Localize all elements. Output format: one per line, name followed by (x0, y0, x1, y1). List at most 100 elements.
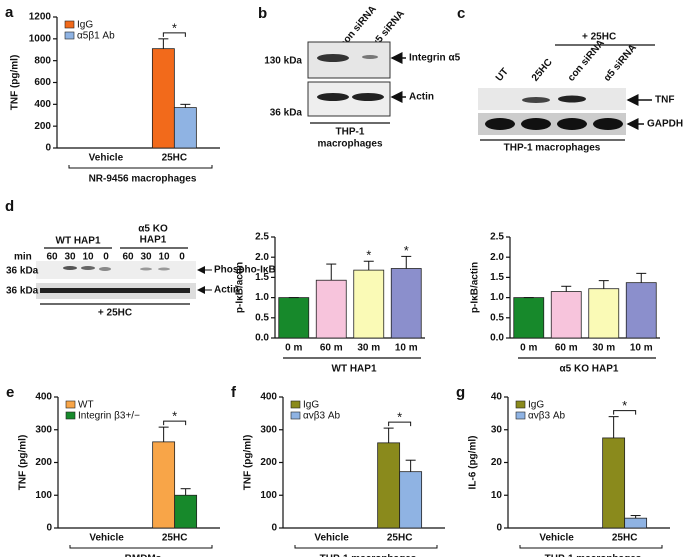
y-tick-label: 0 (46, 523, 52, 534)
y-tick-label: 2.5 (255, 232, 269, 243)
legend-swatch (65, 411, 76, 420)
unit-label: min (14, 252, 32, 263)
bar (353, 269, 385, 339)
x-tick-label: 0 m (520, 343, 537, 354)
x-tick-label: 60 m (320, 343, 343, 354)
panel-letter: f (231, 384, 237, 401)
time-label: 60 (122, 252, 134, 263)
time-label: 30 (140, 252, 152, 263)
panel-letter: c (457, 5, 465, 22)
size-label: 36 kDa (270, 108, 303, 119)
band (522, 97, 550, 103)
y-tick-label: 400 (34, 99, 51, 110)
size-label: 36 kDa (6, 286, 39, 297)
group-bracket (519, 545, 663, 549)
significance-label: * (366, 248, 371, 263)
band-label: Actin (214, 285, 239, 296)
cell-label: THP-1 macrophages (504, 143, 601, 154)
legend-label: αvβ3 Ab (303, 411, 341, 422)
band-label: GAPDH (647, 119, 683, 130)
time-label: 0 (103, 252, 109, 263)
x-axis-label: NR-9456 macrophages (89, 174, 197, 185)
x-axis-label: THP-1 macrophages (320, 554, 417, 557)
significance-bracket (613, 410, 637, 415)
y-tick-label: 600 (34, 77, 51, 88)
y-tick-label: 100 (35, 490, 52, 501)
cell-label: THP-1 (336, 127, 365, 138)
legend-swatch (65, 400, 76, 409)
x-tick-label: 60 m (555, 343, 578, 354)
y-tick-label: 200 (35, 457, 52, 468)
significance-label: * (397, 410, 402, 425)
bar (513, 297, 545, 339)
x-tick-label: 0 m (285, 343, 302, 354)
band (352, 93, 384, 101)
band (557, 118, 587, 130)
band (317, 54, 349, 62)
panel-letter: d (5, 198, 14, 215)
band-label: TNF (655, 95, 674, 106)
group-label: α5 KO (138, 224, 168, 235)
y-tick-label: 10 (491, 490, 503, 501)
legend-label: IgG (77, 20, 93, 31)
x-tick-label: 25HC (387, 533, 413, 544)
bar (315, 279, 347, 339)
x-tick-label: 10 m (395, 343, 418, 354)
blot (478, 113, 626, 135)
legend-swatch (290, 400, 301, 409)
x-tick-label: 30 m (357, 343, 380, 354)
y-tick-label: 800 (34, 55, 51, 66)
y-tick-label: 2.5 (490, 232, 504, 243)
bar (399, 471, 423, 529)
group-bracket (68, 165, 213, 169)
significance-label: * (172, 20, 177, 35)
bar (625, 282, 657, 339)
lane-label: α5 siRNA (602, 42, 639, 83)
band (317, 93, 349, 101)
legend-swatch (290, 411, 301, 420)
y-tick-label: 0.5 (255, 312, 269, 323)
band (485, 118, 515, 130)
legend-swatch (64, 31, 75, 40)
y-tick-label: 200 (260, 457, 277, 468)
y-tick-label: 1.0 (490, 292, 504, 303)
y-tick-label: 0.5 (490, 312, 504, 323)
legend-label: αvβ3 Ab (528, 411, 566, 422)
x-axis-label: THP-1 macrophages (545, 554, 642, 557)
size-label: 130 kDa (264, 56, 302, 67)
panel-letter: a (5, 4, 14, 21)
bar (588, 288, 620, 339)
y-axis-label: p-IκB/actin (470, 262, 481, 313)
y-tick-label: 40 (491, 392, 503, 403)
significance-bracket (162, 32, 186, 37)
panel-b: b con siRNA α5 siRNA 130 kDa 36 kDa Inte… (258, 4, 461, 150)
y-axis-label: TNF (pg/ml) (18, 435, 29, 491)
x-axis-label: BMDMs (125, 554, 162, 557)
lane-label: UT (494, 66, 511, 83)
y-tick-label: 30 (491, 424, 503, 435)
significance-label: * (172, 409, 177, 424)
legend-label: WT (78, 400, 94, 411)
legend-label: α5β1 Ab (77, 31, 115, 42)
significance-label: * (622, 398, 627, 413)
y-tick-label: 1000 (29, 33, 52, 44)
legend-swatch (515, 400, 526, 409)
y-tick-label: 2.0 (490, 252, 504, 263)
x-tick-label: 25HC (162, 533, 188, 544)
panel-letter: e (6, 384, 14, 401)
y-tick-label: 200 (34, 121, 51, 132)
time-label: 30 (64, 252, 76, 263)
band (40, 288, 190, 293)
x-axis-label: α5 KO HAP1 (560, 364, 619, 375)
bar (174, 494, 198, 529)
group-bracket (294, 545, 438, 549)
band-label: Integrin α5 (409, 53, 461, 64)
x-tick-label: 10 m (630, 343, 653, 354)
x-tick-label: 25HC (162, 153, 188, 164)
y-tick-label: 0 (496, 523, 502, 534)
bar (602, 437, 626, 529)
y-tick-label: 300 (260, 424, 277, 435)
x-tick-label: Vehicle (539, 533, 574, 544)
legend-swatch (515, 411, 526, 420)
